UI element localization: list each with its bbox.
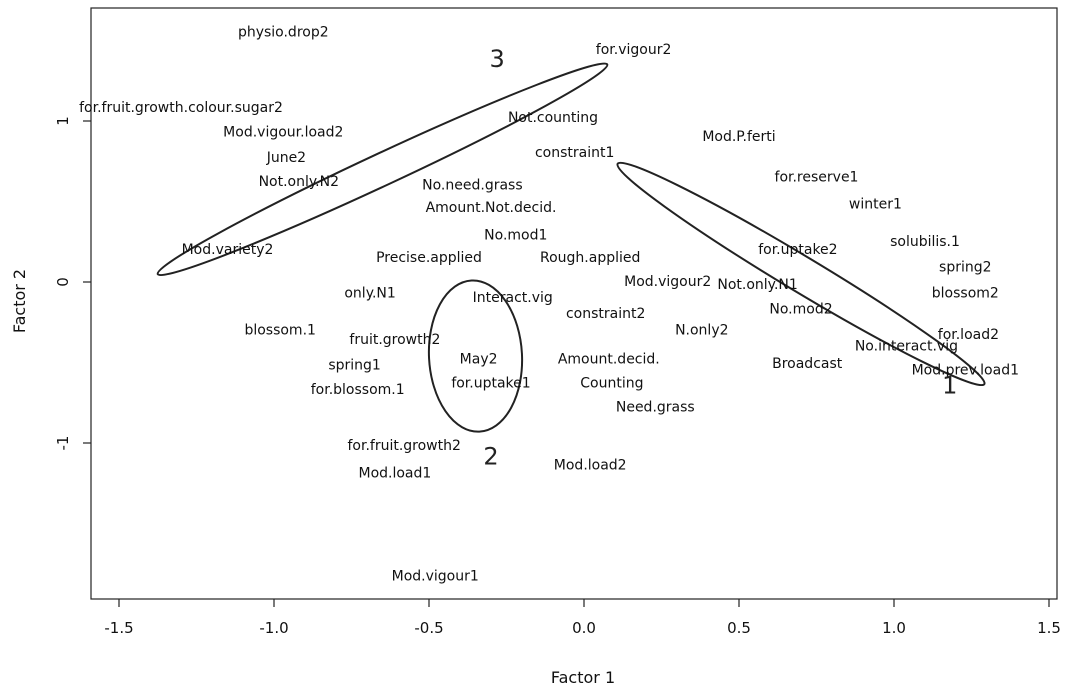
point-label: Broadcast: [772, 356, 843, 372]
point-label: constraint1: [535, 145, 614, 161]
point-label: for.vigour2: [596, 42, 672, 58]
cluster-1-label: 1: [942, 372, 957, 400]
point-label: Not.only.N1: [717, 277, 797, 293]
point-label: Mod.load2: [554, 458, 627, 474]
x-axis-title: Factor 1: [551, 668, 615, 687]
point-label: solubilis.1: [890, 234, 960, 250]
point-label: for.uptake2: [758, 242, 837, 258]
point-label: for.blossom.1: [311, 382, 405, 398]
y-tick-label: -1: [54, 436, 72, 451]
point-label: Counting: [580, 375, 643, 391]
point-label: for.uptake1: [451, 375, 530, 391]
point-label: No.interact.vig: [855, 338, 958, 354]
point-label: Amount.decid.: [558, 351, 660, 367]
point-label: No.mod2: [769, 301, 832, 317]
point-label: spring1: [328, 358, 381, 374]
point-label: Interact.vig: [473, 290, 553, 306]
cluster-1-ellipse: [616, 161, 986, 387]
point-label: spring2: [939, 260, 992, 276]
point-labels: physio.drop2 for.vigour2 for.fruit.growth.…: [79, 24, 1019, 584]
point-label: blossom2: [932, 285, 999, 301]
point-label: May2: [460, 351, 498, 367]
point-label: Precise.applied: [376, 250, 482, 266]
y-tick-label: 0: [54, 277, 72, 287]
cluster-labels: 1 2 3: [483, 45, 957, 471]
point-label: for.load2: [938, 327, 999, 343]
point-label: winter1: [849, 197, 902, 213]
point-label: Amount.Not.decid.: [426, 200, 557, 216]
y-axis: -1 0 1: [54, 116, 91, 450]
point-label: for.reserve1: [775, 169, 859, 185]
cluster-2-ellipse: [427, 279, 524, 433]
point-label: for.fruit.growth2: [347, 438, 460, 454]
point-label: Rough.applied: [540, 250, 640, 266]
point-label: No.mod1: [484, 227, 547, 243]
cluster-3-ellipse: [156, 62, 609, 277]
x-tick-label: -1.5: [104, 619, 133, 637]
point-label: No.need.grass: [422, 177, 523, 193]
cluster-ellipses: [156, 62, 986, 433]
x-tick-label: -1.0: [259, 619, 288, 637]
point-label: fruit.growth2: [349, 332, 440, 348]
x-tick-label: 0.0: [572, 619, 596, 637]
point-label: Mod.P.ferti: [702, 129, 775, 145]
point-label: Mod.vigour2: [624, 274, 711, 290]
point-label: Need.grass: [616, 400, 695, 416]
point-label: only.N1: [344, 285, 395, 301]
x-tick-label: 1.0: [882, 619, 906, 637]
point-label: physio.drop2: [238, 24, 329, 40]
x-tick-label: 1.5: [1037, 619, 1061, 637]
point-label: Mod.load1: [358, 466, 431, 482]
cluster-3-label: 3: [490, 45, 505, 73]
x-axis: -1.5 -1.0 -0.5 0.0 0.5 1.0 1.5: [104, 599, 1061, 637]
y-axis-title: Factor 2: [10, 269, 29, 333]
point-label: constraint2: [566, 306, 645, 322]
cluster-2-label: 2: [483, 442, 498, 470]
point-label: Mod.prev.load1: [912, 363, 1019, 379]
point-label: Mod.variety2: [182, 242, 274, 258]
plot-frame: [90, 7, 1058, 600]
point-label: Not.only.N2: [259, 174, 339, 190]
point-label: for.fruit.growth.colour.sugar2: [79, 100, 283, 116]
point-label: N.only2: [675, 322, 728, 338]
point-label: Not.counting: [508, 110, 598, 126]
point-label: June2: [266, 150, 306, 166]
point-label: Mod.vigour.load2: [223, 124, 343, 140]
x-tick-label: -0.5: [414, 619, 443, 637]
point-label: blossom.1: [244, 322, 316, 338]
y-tick-label: 1: [54, 116, 72, 126]
point-label: Mod.vigour1: [392, 569, 479, 585]
x-tick-label: 0.5: [727, 619, 751, 637]
